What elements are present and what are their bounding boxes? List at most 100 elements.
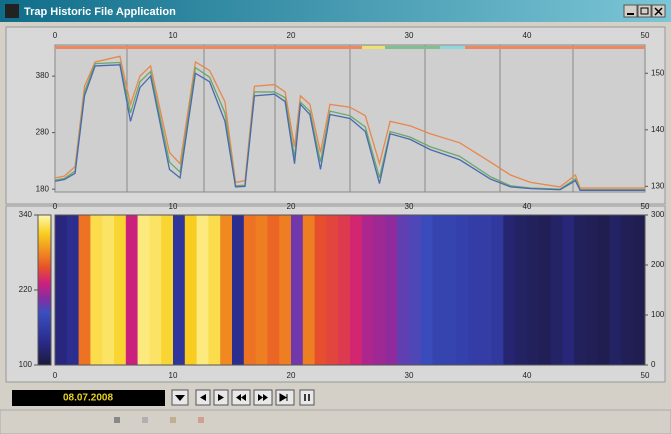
x-tick-label: 10 [169, 31, 178, 40]
y-tick-label: 200 [651, 260, 665, 269]
x-tick-label: 30 [405, 31, 414, 40]
heatmap-cell [420, 215, 434, 365]
heatmap-cell [397, 215, 410, 365]
heatmap-cell [114, 215, 127, 365]
heatmap-cell [279, 215, 292, 365]
heatmap-cell [562, 215, 575, 365]
date-box [12, 390, 165, 406]
x-tick-label: 10 [169, 202, 178, 211]
control-bar [6, 386, 665, 408]
x-tick-label: 40 [523, 371, 532, 380]
heatmap-cell [161, 215, 174, 365]
heatmap-cell [78, 215, 91, 365]
x-tick-label: 40 [523, 202, 532, 211]
series-line [54, 55, 645, 189]
x-tick-label: 0 [53, 31, 58, 40]
heatmap-cell [491, 215, 504, 365]
heatmap-cell [609, 215, 622, 365]
heatmap-cell [125, 215, 139, 365]
status-strip [55, 46, 645, 49]
y-tick-label: 280 [36, 128, 50, 137]
x-tick-label: 50 [641, 31, 650, 40]
heatmap-cell [66, 215, 80, 365]
y2-tick-label: 130 [651, 181, 665, 190]
heatmap-cell [208, 215, 221, 365]
heatmap-cell [326, 215, 339, 365]
y-tick-label: 380 [36, 71, 50, 80]
status-icons [114, 417, 204, 423]
heatmap-cell [550, 215, 563, 365]
window-buttons [623, 4, 666, 18]
heatmap-cell [137, 215, 150, 365]
colorbar-tick-label: 220 [19, 285, 33, 294]
x-tick-label: 50 [641, 371, 650, 380]
heatmap-cell [302, 215, 316, 365]
heatmap-cell [432, 215, 445, 365]
x-tick-label: 0 [53, 371, 58, 380]
heatmap-cell [220, 215, 233, 365]
app-icon [5, 4, 19, 18]
heatmap-cell [574, 215, 587, 365]
series-line [54, 64, 645, 191]
heatmap-cell [468, 215, 481, 365]
x-tick-label: 0 [53, 202, 58, 211]
x-tick-label: 50 [641, 202, 650, 211]
series-line [54, 61, 645, 191]
heatmap-cell [586, 215, 599, 365]
status-bar [0, 409, 671, 434]
heatmap-cell [597, 215, 611, 365]
heatmap-cell [361, 215, 375, 365]
heatmap-cell [479, 215, 493, 365]
pause-button[interactable] [299, 389, 315, 406]
x-tick-label: 30 [405, 202, 414, 211]
heatmap-cell [444, 215, 457, 365]
heatmap-cell [515, 215, 528, 365]
y2-tick-label: 140 [651, 125, 665, 134]
heatmap-cell [102, 215, 115, 365]
heatmap-cell [232, 215, 245, 365]
heatmap-cell [291, 215, 304, 365]
heatmap-cell [149, 215, 162, 365]
x-tick-label: 10 [169, 371, 178, 380]
colorbar [37, 214, 52, 366]
heatmap-cell [373, 215, 386, 365]
x-tick-label: 40 [523, 31, 532, 40]
heatmap-cell [255, 215, 268, 365]
x-tick-label: 20 [287, 31, 296, 40]
heatmap-cell [267, 215, 280, 365]
heatmap-cell [409, 215, 422, 365]
heatmap-cell [633, 215, 646, 365]
window-title: Trap Historic File Application [24, 6, 176, 18]
x-tick-label: 30 [405, 371, 414, 380]
heatmap-cell [538, 215, 552, 365]
y-tick-label: 100 [651, 310, 665, 319]
heatmap-cell [243, 215, 257, 365]
heatmap-cell [314, 215, 327, 365]
heatmap-cell [196, 215, 209, 365]
heatmap-cell [385, 215, 398, 365]
x-tick-label: 20 [287, 371, 296, 380]
heatmap-frame [54, 214, 646, 366]
heatmap-cell [456, 215, 469, 365]
x-tick-label: 20 [287, 202, 296, 211]
y-tick-label: 300 [651, 210, 665, 219]
minimize-button[interactable] [623, 4, 638, 18]
colorbar-tick-label: 340 [19, 210, 33, 219]
date-display: 08.07.2008 [63, 393, 113, 404]
heatmap-cell [173, 215, 186, 365]
heatmap-cell [55, 215, 68, 365]
y2-tick-label: 150 [651, 68, 665, 77]
heatmap-cell [503, 215, 516, 365]
heatmap-cell [184, 215, 198, 365]
heatmap-cell [350, 215, 363, 365]
colorbar-tick-label: 100 [19, 360, 33, 369]
title-bar [0, 0, 671, 22]
heatmap-cell [621, 215, 634, 365]
maximize-button[interactable] [637, 4, 652, 18]
heatmap-cell [90, 215, 103, 365]
playback-buttons [171, 389, 315, 406]
y-tick-label: 0 [651, 360, 656, 369]
heatmap-cell [527, 215, 540, 365]
